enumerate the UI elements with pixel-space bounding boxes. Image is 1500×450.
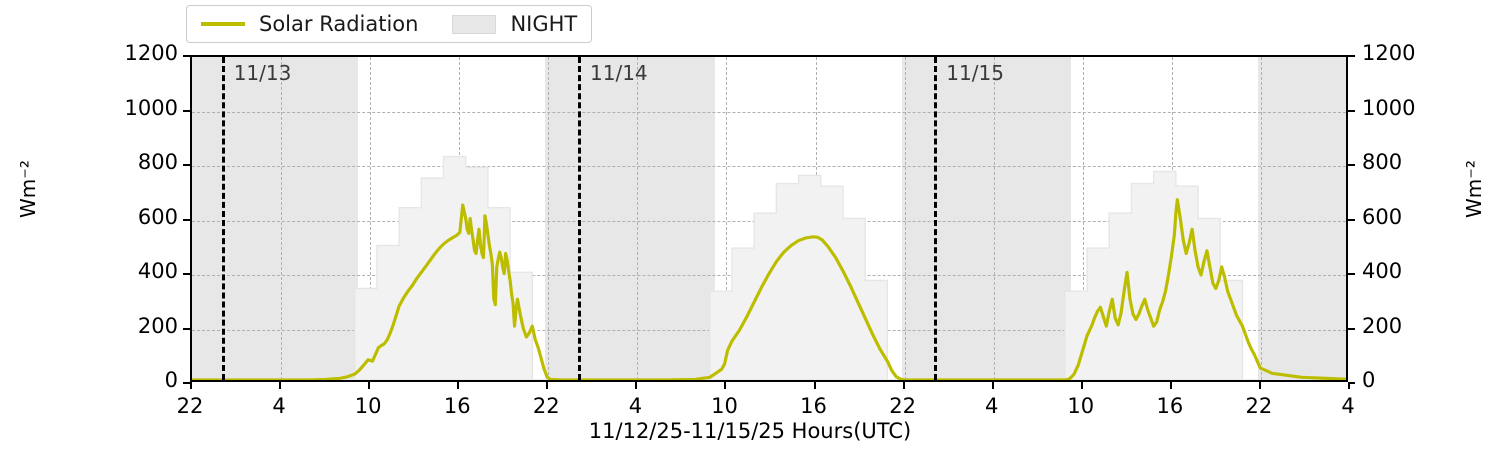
day-separator-line bbox=[578, 57, 581, 380]
night-band bbox=[901, 57, 1071, 380]
plot-area: 11/13 11/14 11/15 bbox=[190, 55, 1348, 382]
y-tickmark-left bbox=[183, 218, 190, 221]
plot-inner: 11/13 11/14 11/15 bbox=[192, 57, 1346, 380]
x-tickmark bbox=[902, 382, 905, 389]
gridline-vertical bbox=[1260, 57, 1262, 380]
x-tickmark bbox=[724, 382, 727, 389]
data-layer bbox=[192, 155, 1346, 380]
y-tick-label-right: 600 bbox=[1362, 204, 1403, 229]
legend-item-night[interactable]: NIGHT bbox=[452, 12, 577, 36]
y-tickmark-left bbox=[183, 55, 190, 57]
y-tick-label-right: 200 bbox=[1362, 313, 1403, 338]
x-tickmark bbox=[813, 382, 816, 389]
y-tick-label-right: 0 bbox=[1362, 368, 1376, 392]
x-tick-label: 4 bbox=[1341, 394, 1355, 418]
legend-item-solar-radiation[interactable]: Solar Radiation bbox=[201, 12, 418, 36]
x-tickmark bbox=[279, 382, 282, 389]
x-tickmark bbox=[368, 382, 371, 389]
clearsky-envelope bbox=[354, 155, 551, 380]
x-tickmark bbox=[1080, 382, 1083, 389]
chart-legend[interactable]: Solar Radiation NIGHT bbox=[186, 5, 593, 43]
y-tickmark-left bbox=[183, 273, 190, 275]
x-tick-label: 22 bbox=[176, 394, 204, 418]
x-tick-label: 10 bbox=[711, 394, 738, 418]
y-tick-label-left: 600 bbox=[137, 204, 178, 229]
y-tickmark-right bbox=[1348, 218, 1355, 221]
legend-patch-swatch bbox=[452, 14, 497, 34]
gridline-vertical bbox=[904, 57, 906, 380]
gridline-vertical bbox=[993, 57, 995, 380]
y-tickmark-right bbox=[1348, 273, 1355, 275]
legend-label-night: NIGHT bbox=[510, 12, 578, 36]
y-tickmark-right bbox=[1348, 327, 1355, 330]
y-tick-label-right: 1000 bbox=[1362, 95, 1416, 120]
gridline-horizontal bbox=[192, 166, 1346, 167]
y-tickmark-left bbox=[183, 382, 190, 384]
y-tick-label-right: 800 bbox=[1362, 150, 1403, 174]
gridline-vertical bbox=[1082, 57, 1084, 380]
x-tick-label: 22 bbox=[532, 394, 560, 418]
y-tickmark-left bbox=[183, 164, 190, 166]
day-label: 11/15 bbox=[946, 61, 1004, 85]
y-tickmark-right bbox=[1348, 109, 1355, 112]
x-tick-label: 22 bbox=[889, 394, 916, 418]
y-tickmark-left bbox=[183, 109, 190, 112]
y-tick-label-left: 200 bbox=[137, 313, 178, 338]
x-tick-label: 4 bbox=[985, 394, 999, 418]
x-tick-label: 4 bbox=[272, 394, 286, 418]
legend-line-swatch bbox=[201, 22, 245, 26]
day-label: 11/13 bbox=[233, 61, 292, 85]
day-separator-line bbox=[221, 57, 225, 380]
y-tick-label-left: 1200 bbox=[124, 41, 178, 65]
y-tick-label-left: 400 bbox=[137, 259, 178, 283]
gridline-horizontal bbox=[192, 111, 1346, 113]
y-tickmark-left bbox=[183, 327, 190, 330]
x-tickmark bbox=[190, 382, 192, 389]
y-tick-label-right: 400 bbox=[1362, 259, 1403, 283]
gridline-vertical bbox=[370, 57, 372, 380]
x-tick-label: 16 bbox=[1156, 394, 1184, 418]
x-tickmark bbox=[546, 382, 549, 389]
clearsky-envelope bbox=[709, 174, 903, 380]
x-tick-label: 10 bbox=[1067, 394, 1095, 418]
x-tickmark bbox=[635, 382, 638, 389]
y-tickmark-right bbox=[1348, 382, 1355, 384]
y-tickmark-right bbox=[1348, 55, 1355, 57]
x-tick-label: 16 bbox=[443, 394, 471, 418]
gridline-vertical bbox=[637, 57, 639, 380]
y-tick-label-right: 1200 bbox=[1362, 41, 1416, 65]
series-solar-radiation bbox=[192, 198, 1346, 380]
x-axis-label: 11/12/25-11/15/25 Hours(UTC) bbox=[588, 419, 912, 443]
night-band bbox=[545, 57, 715, 380]
day-label: 11/14 bbox=[590, 61, 648, 85]
x-tickmark bbox=[1348, 382, 1350, 389]
x-tickmark bbox=[457, 382, 460, 389]
night-band bbox=[1257, 57, 1346, 380]
y-axis-label-right: Wm⁻² bbox=[1462, 160, 1486, 218]
y-axis-label-left: Wm⁻² bbox=[16, 160, 40, 218]
gridline-vertical bbox=[726, 57, 728, 380]
x-tickmark bbox=[1258, 382, 1261, 389]
x-tick-label: 16 bbox=[800, 394, 827, 418]
x-tick-label: 22 bbox=[1245, 394, 1273, 418]
gridline-vertical bbox=[281, 57, 283, 380]
y-tick-label-left: 0 bbox=[164, 368, 178, 392]
y-tickmark-right bbox=[1348, 164, 1355, 166]
x-tick-label: 10 bbox=[354, 394, 382, 418]
night-band bbox=[192, 57, 359, 380]
x-tickmark bbox=[1169, 382, 1172, 389]
gridline-vertical bbox=[548, 57, 550, 380]
clearsky-envelope bbox=[1064, 170, 1261, 380]
y-tick-label-left: 1000 bbox=[124, 95, 178, 120]
x-tickmark bbox=[991, 382, 994, 389]
x-tick-label: 4 bbox=[628, 394, 643, 418]
day-separator-line bbox=[934, 57, 938, 380]
legend-label-solar-radiation: Solar Radiation bbox=[259, 12, 419, 36]
y-tick-label-left: 800 bbox=[137, 150, 178, 174]
